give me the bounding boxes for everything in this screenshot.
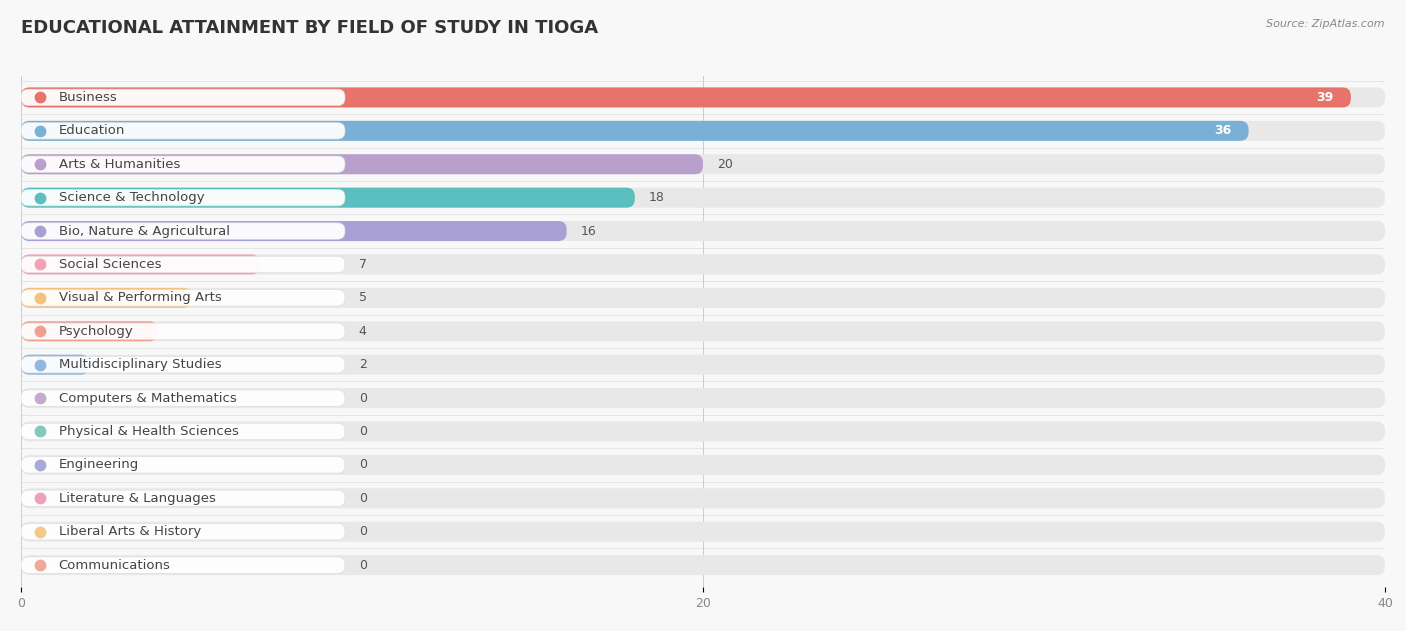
Text: 16: 16 xyxy=(581,225,596,237)
Text: Engineering: Engineering xyxy=(59,458,139,471)
Text: Multidisciplinary Studies: Multidisciplinary Studies xyxy=(59,358,221,371)
FancyBboxPatch shape xyxy=(21,490,344,507)
FancyBboxPatch shape xyxy=(21,187,636,208)
Text: 0: 0 xyxy=(359,525,367,538)
FancyBboxPatch shape xyxy=(21,357,344,373)
FancyBboxPatch shape xyxy=(21,221,1385,241)
FancyBboxPatch shape xyxy=(21,455,1385,475)
Text: 0: 0 xyxy=(359,458,367,471)
FancyBboxPatch shape xyxy=(21,254,1385,274)
FancyBboxPatch shape xyxy=(21,254,260,274)
FancyBboxPatch shape xyxy=(21,457,344,473)
FancyBboxPatch shape xyxy=(21,524,344,540)
FancyBboxPatch shape xyxy=(21,223,344,239)
FancyBboxPatch shape xyxy=(21,189,344,206)
Text: 7: 7 xyxy=(359,258,367,271)
Text: Literature & Languages: Literature & Languages xyxy=(59,492,215,505)
FancyBboxPatch shape xyxy=(21,256,344,273)
Text: Liberal Arts & History: Liberal Arts & History xyxy=(59,525,201,538)
FancyBboxPatch shape xyxy=(21,355,1385,375)
Text: Science & Technology: Science & Technology xyxy=(59,191,204,204)
FancyBboxPatch shape xyxy=(21,122,344,139)
FancyBboxPatch shape xyxy=(21,390,344,406)
FancyBboxPatch shape xyxy=(21,156,344,172)
FancyBboxPatch shape xyxy=(21,290,344,306)
FancyBboxPatch shape xyxy=(21,422,1385,442)
Text: Communications: Communications xyxy=(59,558,170,572)
FancyBboxPatch shape xyxy=(21,555,1385,575)
FancyBboxPatch shape xyxy=(21,154,1385,174)
Text: 39: 39 xyxy=(1316,91,1334,104)
FancyBboxPatch shape xyxy=(21,288,1385,308)
Text: 20: 20 xyxy=(717,158,733,171)
FancyBboxPatch shape xyxy=(21,187,1385,208)
Text: EDUCATIONAL ATTAINMENT BY FIELD OF STUDY IN TIOGA: EDUCATIONAL ATTAINMENT BY FIELD OF STUDY… xyxy=(21,19,598,37)
FancyBboxPatch shape xyxy=(21,321,1385,341)
FancyBboxPatch shape xyxy=(21,121,1249,141)
Text: 0: 0 xyxy=(359,492,367,505)
Text: 18: 18 xyxy=(648,191,664,204)
Text: Arts & Humanities: Arts & Humanities xyxy=(59,158,180,171)
FancyBboxPatch shape xyxy=(21,321,157,341)
Text: 0: 0 xyxy=(359,392,367,404)
FancyBboxPatch shape xyxy=(21,488,1385,509)
Text: Source: ZipAtlas.com: Source: ZipAtlas.com xyxy=(1267,19,1385,29)
Text: Visual & Performing Arts: Visual & Performing Arts xyxy=(59,292,221,304)
FancyBboxPatch shape xyxy=(21,88,1351,107)
FancyBboxPatch shape xyxy=(21,423,344,440)
FancyBboxPatch shape xyxy=(21,323,344,339)
Text: Education: Education xyxy=(59,124,125,138)
Text: Business: Business xyxy=(59,91,117,104)
Text: Psychology: Psychology xyxy=(59,325,134,338)
FancyBboxPatch shape xyxy=(21,288,191,308)
FancyBboxPatch shape xyxy=(21,88,1385,107)
FancyBboxPatch shape xyxy=(21,522,1385,542)
FancyBboxPatch shape xyxy=(21,154,703,174)
FancyBboxPatch shape xyxy=(21,221,567,241)
Text: 36: 36 xyxy=(1215,124,1232,138)
FancyBboxPatch shape xyxy=(21,557,344,574)
Text: 0: 0 xyxy=(359,558,367,572)
FancyBboxPatch shape xyxy=(21,388,1385,408)
FancyBboxPatch shape xyxy=(21,121,1385,141)
Text: Bio, Nature & Agricultural: Bio, Nature & Agricultural xyxy=(59,225,229,237)
Text: 5: 5 xyxy=(359,292,367,304)
FancyBboxPatch shape xyxy=(21,89,344,105)
Text: 0: 0 xyxy=(359,425,367,438)
FancyBboxPatch shape xyxy=(21,355,90,375)
Text: 4: 4 xyxy=(359,325,367,338)
Text: Social Sciences: Social Sciences xyxy=(59,258,162,271)
Text: Computers & Mathematics: Computers & Mathematics xyxy=(59,392,236,404)
Text: 2: 2 xyxy=(359,358,367,371)
Text: Physical & Health Sciences: Physical & Health Sciences xyxy=(59,425,239,438)
